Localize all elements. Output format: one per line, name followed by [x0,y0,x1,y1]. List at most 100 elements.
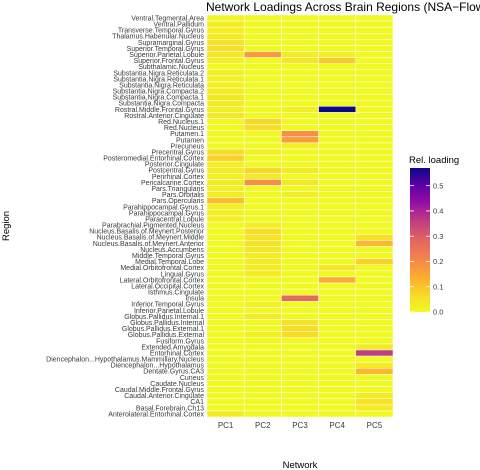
heatmap-cell [206,191,245,198]
network-tick-label: PC4 [329,421,345,430]
heatmap-cell [243,106,282,113]
heatmap-cell [355,45,394,52]
heatmap-cell [318,100,357,107]
region-tick-label: Precuneus [171,143,205,150]
heatmap-cell [318,179,357,186]
heatmap-cell [281,26,319,34]
heatmap-cell [355,93,394,101]
region-tick-label: Paracentral.Lobule [145,216,204,223]
colorbar-ticks: 0.0 0.1 0.2 0.3 0.4 0.5 [410,181,443,317]
region-tick-label: Substantia.Nigra.Compacta [118,101,204,108]
heatmap-cell [318,246,357,253]
region-tick-label: Inferior.Parietal.Lobule [134,308,204,315]
region-tick-label: Insula [185,296,204,303]
heatmap-cell [281,209,319,217]
heatmap-cell [243,355,282,363]
heatmap-cell [355,39,394,46]
heatmap-cell [318,386,357,393]
heatmap-cell [281,282,319,290]
heatmap-cell [243,197,282,205]
heatmap-cell [206,288,245,296]
region-tick-label: Nucleus.Basalis.of.Meynert.Posterior [89,229,204,236]
heatmap-cell [243,112,282,119]
heatmap-cell [281,63,319,71]
heatmap-cell [355,325,394,332]
heatmap-cell [355,307,394,314]
heatmap-cell [281,246,319,253]
heatmap-cell [281,294,319,302]
heatmap-cell [281,203,319,211]
heatmap-cell [318,45,357,52]
heatmap-cell [318,307,357,314]
heatmap-cell [355,63,394,71]
heatmap-cell [243,45,282,52]
heatmap-cell [355,203,394,211]
heatmap-cell [206,26,245,34]
heatmap-cell [206,331,245,339]
heatmap-cell [281,142,319,150]
region-tick-label: Cuneus [180,375,205,382]
heatmap-cell [206,410,245,418]
region-tick-label: Putamen.1 [170,131,204,138]
heatmap-cell [281,124,319,131]
heatmap-cell [281,118,319,125]
heatmap-cell [281,270,319,278]
region-tick-label: Superior.Parietal.Lobule [129,52,204,59]
heatmap-cell [243,136,282,144]
region-tick-label: Substantia.Nigra.Compacta.1 [113,95,205,102]
heatmap-cell [355,313,394,320]
heatmap-cell [243,215,282,223]
region-tick-label: Substantia.Nigra.Reticulata [119,82,204,89]
heatmap-cell [355,343,394,351]
heatmap-cell [243,57,282,64]
heatmap-cell [281,45,319,52]
heatmap-cell [281,179,319,186]
heatmap-cell [281,51,319,58]
heatmap-cell [243,374,282,381]
heatmap-cell [281,227,319,235]
region-tick-label: Caudal.Anterior.Cingulate [124,393,204,400]
heatmap-cell [355,33,394,40]
heatmap-cell [355,75,394,83]
heatmap-cell [206,380,245,387]
heatmap-cell [206,252,245,259]
heatmap-cell [318,240,357,247]
heatmap-cell [355,124,394,131]
heatmap-cell [318,252,357,259]
heatmap-cell [281,75,319,83]
region-tick-label: Basal.Forebrain.Ch13 [136,405,204,412]
heatmap-cell [281,301,319,308]
region-tick-label: Posterior.Cingulate [145,162,204,169]
heatmap-cell [281,136,319,144]
heatmap-cell [355,349,394,357]
heatmap-cell [355,368,394,375]
heatmap-cell [318,185,357,192]
heatmap-cells [206,14,394,418]
heatmap-cell [206,349,245,357]
heatmap-cell [281,307,319,314]
heatmap-cell [281,325,319,332]
heatmap-cell [243,63,282,71]
heatmap-cell [243,252,282,259]
heatmap-cell [243,307,282,314]
heatmap-cell [318,215,357,223]
heatmap-cell [318,319,357,326]
heatmap-cell [206,294,245,302]
region-tick-label: Ventral.Pallidum [153,22,204,29]
heatmap-cell [206,20,245,28]
heatmap-cell [355,69,394,77]
heatmap-cell [318,301,357,308]
heatmap-cell [243,33,282,40]
region-tick-label: Medial.Orbitofrontal.Cortex [120,265,204,272]
heatmap-cell [355,160,394,168]
heatmap-cell [206,374,245,381]
heatmap-cell [206,392,245,399]
heatmap-cell [206,87,245,95]
heatmap-cell [243,386,282,393]
region-tick-label: Middle.Temporal.Gyrus [132,253,204,260]
heatmap-cell [318,75,357,83]
heatmap-cell [243,337,282,345]
heatmap-cell [243,240,282,247]
heatmap-cell [355,319,394,326]
region-tick-label: Superior.Frontal.Gyrus [134,58,205,65]
